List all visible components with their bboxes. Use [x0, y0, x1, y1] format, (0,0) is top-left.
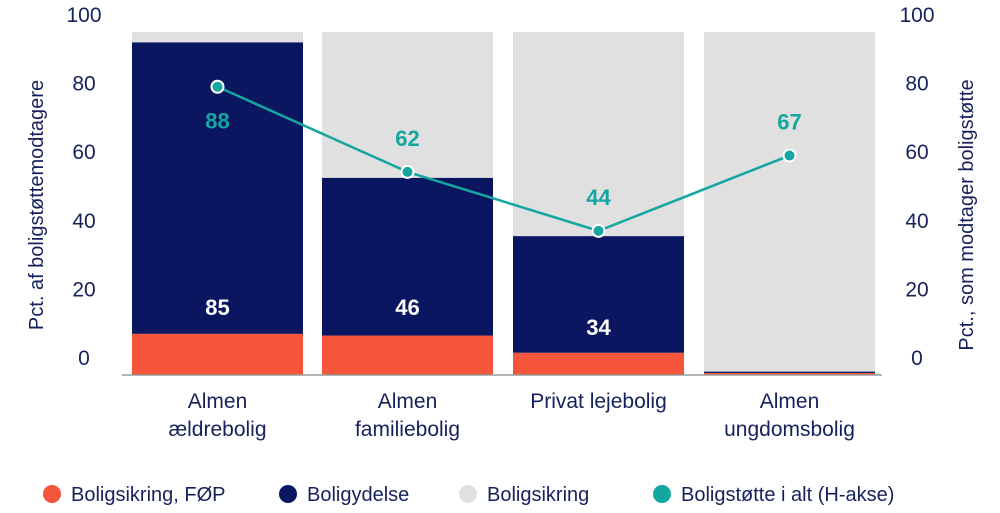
line-point-2 — [591, 223, 606, 238]
legend-swatch-2 — [459, 485, 477, 503]
left-tick-20: 20 — [72, 278, 95, 301]
bar-fop-1 — [322, 335, 493, 375]
left-tick-80: 80 — [72, 73, 95, 96]
right-axis-ticks: 0 20 40 60 80 100 — [899, 4, 934, 370]
legend: Boligsikring, FØP Boligydelse Boligsikring… — [43, 484, 894, 506]
bar-boligsikring-2 — [513, 32, 684, 237]
line-point-0 — [210, 79, 225, 94]
bar-boligydelse-1 — [322, 177, 493, 336]
right-tick-20: 20 — [905, 278, 928, 301]
bar-fop-0 — [132, 333, 303, 375]
legend-label-2: Boligsikring — [487, 484, 589, 506]
line-series-group — [210, 79, 797, 238]
category-label-2-0: Privat lejebolig — [530, 390, 667, 413]
line-label-2: 44 — [586, 185, 611, 210]
category-label-0-1: ældrebolig — [168, 418, 266, 441]
left-tick-40: 40 — [72, 210, 95, 233]
category-label-0-0: Almen — [188, 390, 248, 413]
category-label-1-0: Almen — [378, 390, 438, 413]
right-tick-40: 40 — [905, 210, 928, 233]
total-line — [216, 85, 790, 233]
bar-fop-3 — [704, 372, 875, 375]
line-label-1: 62 — [395, 126, 419, 151]
bar-boligydelse-3 — [704, 371, 875, 373]
left-axis-title: Pct. af boligstøttemodtagere — [26, 80, 48, 330]
category-label-3-1: ungdomsbolig — [724, 418, 855, 441]
category-labels: Almen ældrebolig Almen familiebolig Privat l… — [168, 390, 854, 441]
bar-boligsikring-0 — [132, 32, 303, 43]
right-tick-80: 80 — [905, 73, 928, 96]
legend-label-0: Boligsikring, FØP — [71, 484, 226, 506]
legend-label-3: Boligstøtte i alt (H-akse) — [681, 484, 894, 506]
line-point-1 — [400, 164, 415, 179]
bar-boligsikring-1 — [322, 32, 493, 178]
category-label-1-1: familiebolig — [355, 418, 460, 441]
bar-fop-2 — [513, 352, 684, 375]
category-label-3-0: Almen — [760, 390, 820, 413]
line-label-3: 67 — [777, 110, 801, 135]
legend-label-1: Boligydelse — [307, 484, 409, 506]
legend-swatch-1 — [279, 485, 297, 503]
right-axis-title: Pct., som modtager boligstøtte — [956, 79, 978, 350]
right-tick-60: 60 — [905, 141, 928, 164]
line-point-3 — [782, 148, 797, 163]
legend-swatch-0 — [43, 485, 61, 503]
left-tick-60: 60 — [72, 141, 95, 164]
left-tick-0: 0 — [78, 347, 90, 370]
line-label-0: 88 — [205, 109, 229, 134]
left-tick-100: 100 — [66, 4, 101, 27]
bar-boligydelse-2 — [513, 236, 684, 353]
right-tick-0: 0 — [911, 347, 923, 370]
left-axis-ticks: 0 20 40 60 80 100 — [66, 4, 101, 370]
bar-label-2: 34 — [586, 315, 611, 340]
bar-label-1: 46 — [395, 295, 419, 320]
legend-swatch-3 — [653, 485, 671, 503]
bar-label-0: 85 — [205, 295, 229, 320]
bars-group — [132, 32, 875, 375]
right-tick-100: 100 — [899, 4, 934, 27]
bar-labels-group: 85 46 34 88 62 44 67 — [205, 109, 801, 340]
bar-boligsikring-3 — [704, 32, 875, 372]
